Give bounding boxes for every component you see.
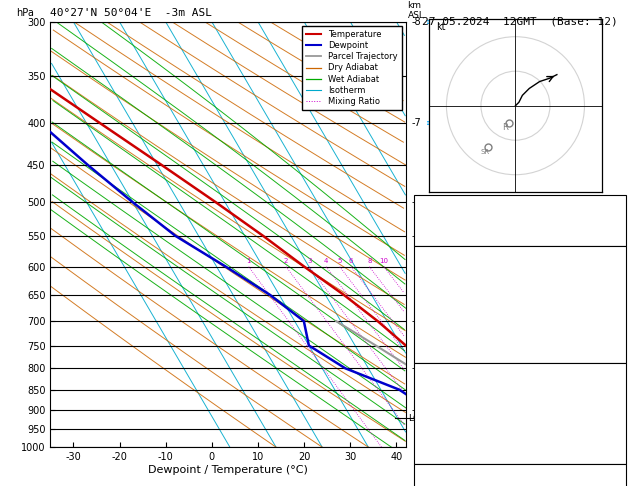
Text: Most Unstable: Most Unstable [479, 366, 560, 377]
Text: -2: -2 [411, 364, 421, 373]
Text: hPa: hPa [16, 8, 35, 17]
Text: Dewp (°C): Dewp (°C) [421, 282, 477, 293]
Text: θₑ (K): θₑ (K) [421, 400, 459, 410]
Text: ≡≡≡: ≡≡≡ [426, 119, 451, 128]
Text: ≡≡≡: ≡≡≡ [426, 385, 451, 395]
Text: CAPE (J): CAPE (J) [421, 333, 471, 343]
Text: -7: -7 [411, 119, 421, 128]
Text: 750: 750 [602, 383, 621, 393]
Text: Temp (°C): Temp (°C) [421, 266, 477, 276]
Text: 0: 0 [615, 349, 621, 360]
Text: -1: -1 [411, 405, 421, 415]
Text: ≡≡≡: ≡≡≡ [426, 424, 451, 434]
Text: -6: -6 [411, 197, 421, 208]
Text: 0: 0 [615, 417, 621, 427]
Text: 2.32: 2.32 [596, 232, 621, 243]
Text: 0: 0 [615, 333, 621, 343]
Text: ≡≡≡: ≡≡≡ [426, 316, 451, 326]
Text: CIN (J): CIN (J) [421, 349, 465, 360]
Text: 8: 8 [367, 258, 372, 264]
Text: 61: 61 [608, 434, 621, 444]
Text: 317: 317 [602, 299, 621, 310]
Text: km
ASL: km ASL [408, 1, 425, 20]
Text: 21: 21 [608, 199, 621, 209]
Text: kt: kt [436, 22, 445, 32]
Text: 1: 1 [247, 258, 251, 264]
Text: 41: 41 [608, 215, 621, 226]
Text: CAPE (J): CAPE (J) [421, 434, 471, 444]
Text: CIN (J): CIN (J) [421, 450, 465, 460]
Text: Totals Totals: Totals Totals [421, 215, 503, 226]
Text: 13: 13 [608, 282, 621, 293]
Text: ≡≡≡: ≡≡≡ [426, 197, 451, 208]
Text: -5: -5 [411, 231, 421, 241]
Text: 27.05.2024  12GMT  (Base: 12): 27.05.2024 12GMT (Base: 12) [422, 17, 618, 27]
Text: Surface: Surface [498, 249, 542, 259]
Text: 19.4: 19.4 [596, 266, 621, 276]
Text: 4: 4 [324, 258, 328, 264]
Text: LCL: LCL [408, 414, 425, 423]
Text: Lifted Index: Lifted Index [421, 417, 496, 427]
Text: 5: 5 [338, 258, 342, 264]
X-axis label: Dewpoint / Temperature (°C): Dewpoint / Temperature (°C) [148, 465, 308, 475]
Text: 3: 3 [307, 258, 311, 264]
Text: Mixing Ratio (g/kg): Mixing Ratio (g/kg) [443, 209, 454, 302]
Text: -3: -3 [411, 316, 421, 326]
Text: 87: 87 [608, 450, 621, 460]
Legend: Temperature, Dewpoint, Parcel Trajectory, Dry Adiabat, Wet Adiabat, Isotherm, Mi: Temperature, Dewpoint, Parcel Trajectory… [302, 26, 401, 110]
Text: K: K [421, 199, 428, 209]
Text: Hodograph: Hodograph [492, 467, 548, 477]
Text: R: R [502, 123, 508, 132]
Text: -8: -8 [411, 17, 421, 27]
Text: © weatheronline.co.uk: © weatheronline.co.uk [458, 469, 582, 480]
Text: SR: SR [481, 149, 490, 155]
Text: 325: 325 [602, 400, 621, 410]
Text: Pressure (mb): Pressure (mb) [421, 383, 503, 393]
Text: 5: 5 [615, 316, 621, 326]
Text: 6: 6 [348, 258, 353, 264]
Text: 2: 2 [284, 258, 288, 264]
Text: ≡≡≡: ≡≡≡ [426, 17, 451, 27]
Text: Lifted Index: Lifted Index [421, 316, 496, 326]
Text: 10: 10 [379, 258, 388, 264]
Text: 22: 22 [608, 484, 621, 486]
Text: θₑ(K): θₑ(K) [421, 299, 453, 310]
Text: EH: EH [421, 484, 434, 486]
Text: PW (cm): PW (cm) [421, 232, 465, 243]
Text: 40°27'N 50°04'E  -3m ASL: 40°27'N 50°04'E -3m ASL [50, 8, 213, 18]
